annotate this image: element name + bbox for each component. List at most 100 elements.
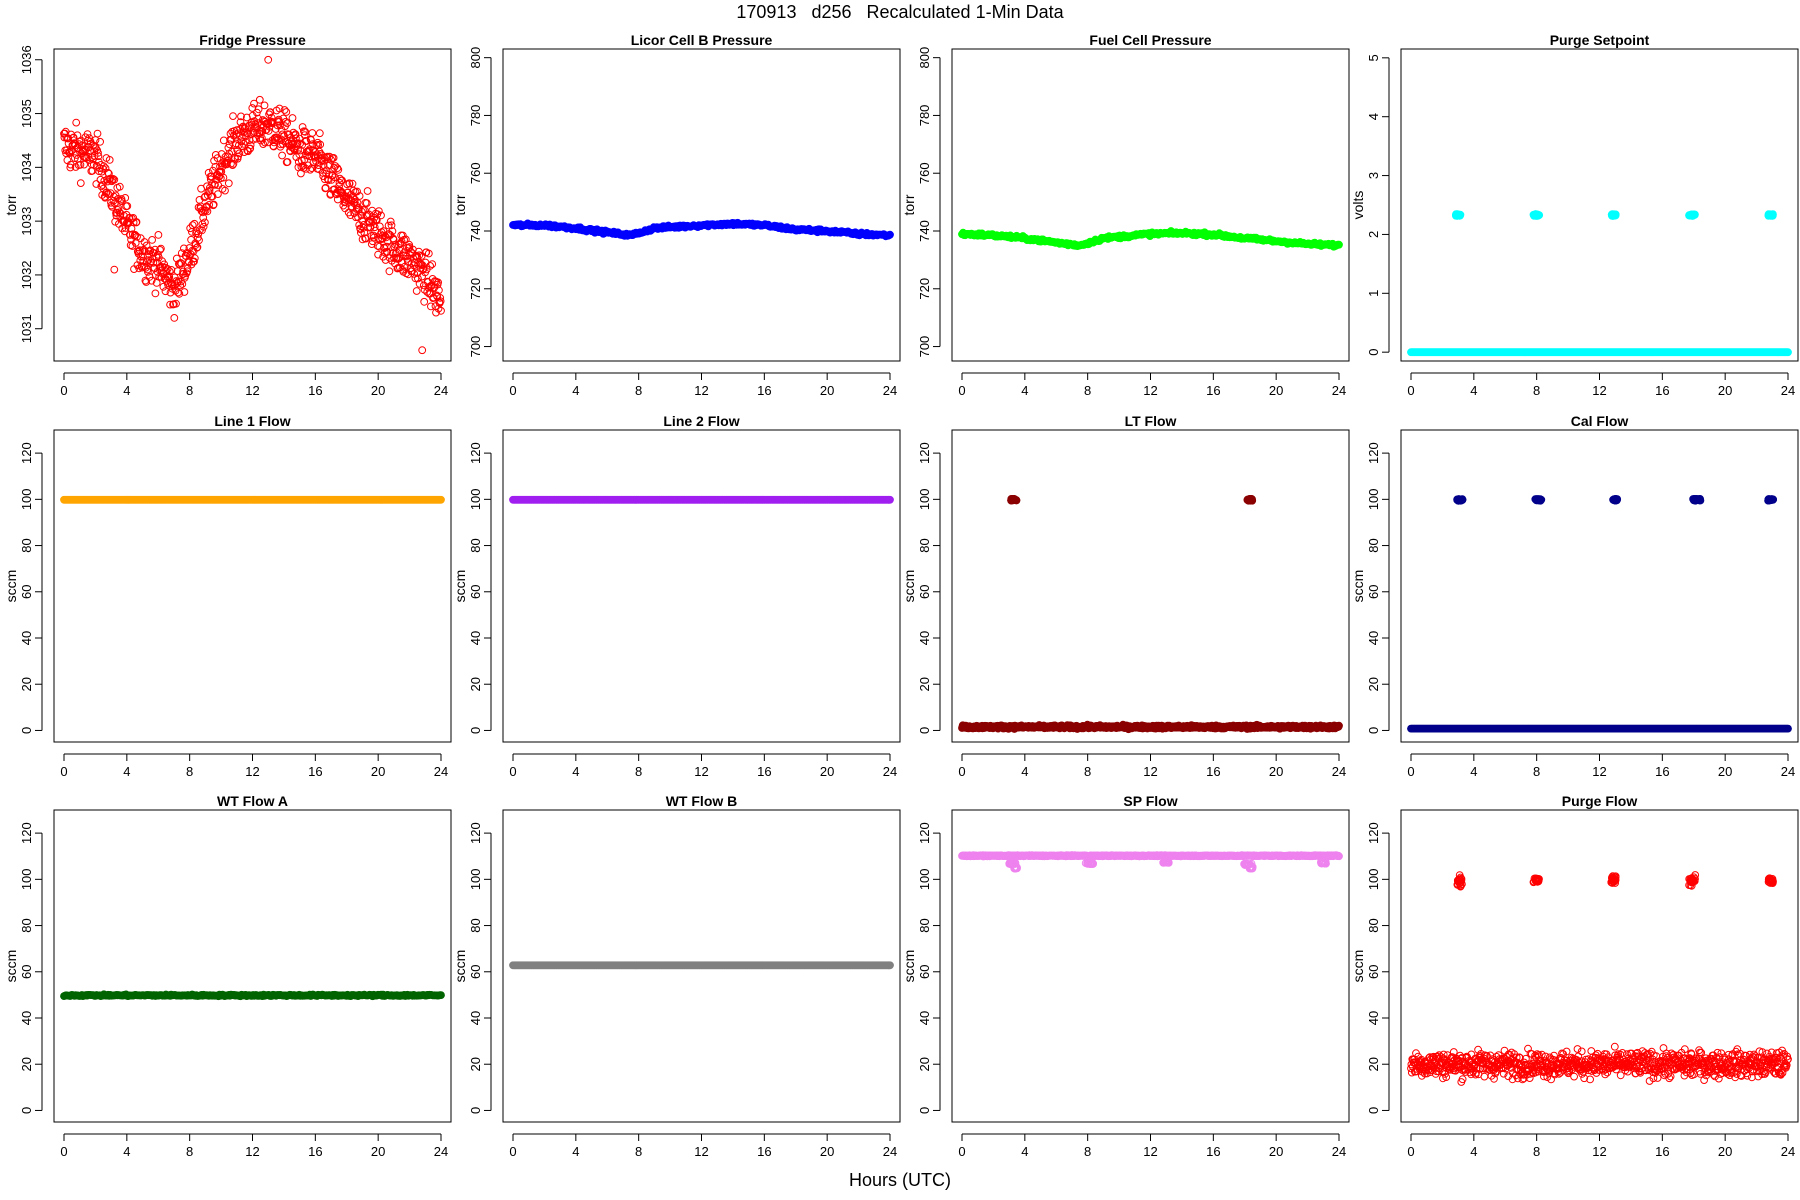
data-point [258,127,267,136]
data-point [96,137,104,146]
data-point [163,265,172,273]
data-point [283,119,292,128]
panel-title: Cal Flow [1571,413,1629,429]
data-point [144,268,152,276]
y-tick-label: 5 [1366,54,1381,61]
data-point [166,300,175,309]
y-tick-label: 1032 [19,260,34,289]
data-point [224,179,233,188]
data-point [225,149,234,158]
data-point [208,192,217,201]
y-tick-label: 40 [468,631,483,645]
data-point [295,150,304,159]
y-axis-label: sccm [452,570,468,603]
data-point [141,263,150,272]
data-point [170,314,179,322]
data-point [180,288,189,296]
data-point [362,199,371,208]
data-point [292,134,300,143]
x-axis: 0 4 8 12 16 20 24 [958,753,1346,779]
data-point [195,236,203,245]
y-tick-label: 120 [19,822,34,844]
y-tick-label: 20 [917,677,932,691]
data-point [331,173,339,182]
data-point [264,126,273,135]
y-tick-label: 60 [468,585,483,599]
data-point [211,181,219,189]
data-point [1784,348,1792,357]
data-point [301,127,310,136]
data-points [60,55,445,355]
x-tick-label: 0 [1407,764,1414,779]
data-point [383,242,391,251]
data-point [1609,496,1618,504]
data-points [958,494,1343,734]
data-point [346,211,355,220]
y-tick-label: 0 [19,727,34,734]
y-axis-label: sccm [3,570,19,603]
x-tick-label: 16 [1206,383,1220,398]
y-tick-label: 80 [1366,538,1381,552]
y-tick-label: 4 [1366,113,1381,120]
data-point [166,288,175,297]
data-point [80,160,88,169]
data-point [260,101,269,110]
data-point [66,163,75,172]
data-point [105,175,114,184]
data-points [509,218,894,241]
data-point [110,265,119,274]
y-tick-label: 60 [19,965,34,979]
data-point [886,230,894,239]
data-point [110,175,119,184]
data-point [349,186,358,195]
data-point [105,156,114,164]
y-axis-label: sccm [3,950,19,983]
data-point [254,105,263,114]
data-point [363,187,372,195]
data-point [436,294,445,302]
x-tick-label: 16 [308,764,322,779]
data-point [413,252,422,261]
data-point [72,118,81,127]
panel-title: Line 1 Flow [214,413,290,429]
y-tick-label: 760 [917,162,932,184]
data-point [193,243,202,252]
data-point [92,144,100,153]
x-tick-label: 4 [123,1144,130,1159]
x-axis: 0 4 8 12 16 20 24 [509,372,897,398]
panel-title: Purge Setpoint [1550,32,1650,48]
data-point [316,140,325,149]
x-axis: 0 4 8 12 16 20 24 [60,1133,448,1159]
y-axis-label: sccm [452,950,468,983]
data-point [211,162,220,171]
data-point [89,141,98,150]
x-tick-label: 16 [308,383,322,398]
data-point [148,236,157,244]
data-point [313,150,321,159]
data-point [353,187,362,196]
y-tick-label: 760 [468,162,483,184]
data-point [315,129,324,138]
y-axis-label: torr [452,194,468,215]
y-tick-label: 40 [19,631,34,645]
data-point [1455,496,1463,504]
data-point [175,289,184,298]
data-point [156,246,164,254]
data-point [1784,724,1792,733]
data-point [227,147,236,156]
data-point [165,267,174,276]
x-tick-label: 12 [1592,764,1606,779]
data-point [165,273,174,282]
data-point [121,194,130,202]
x-tick-label: 0 [60,1144,67,1159]
x-tick-label: 24 [434,383,448,398]
data-point [239,122,248,131]
data-point [133,232,141,241]
x-axis: 0 4 8 12 16 20 24 [60,753,448,779]
x-axis: 0 4 8 12 16 20 24 [509,753,897,779]
